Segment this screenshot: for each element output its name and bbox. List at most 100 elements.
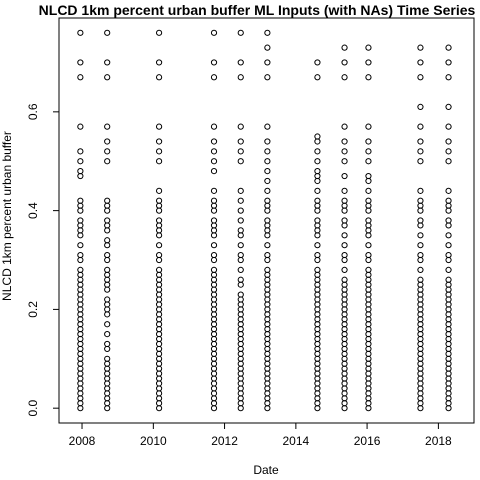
data-point (445, 291, 452, 298)
data-point (210, 375, 218, 382)
data-point (77, 350, 84, 357)
data-point (314, 301, 321, 308)
data-point (77, 330, 84, 338)
data-point (445, 217, 452, 224)
data-point (264, 321, 271, 328)
data-point (341, 251, 348, 259)
data-point (445, 197, 452, 204)
data-point (104, 286, 111, 293)
data-point (77, 365, 84, 372)
data-point (155, 380, 163, 387)
data-point (341, 281, 348, 288)
data-point (445, 281, 452, 288)
data-point (155, 227, 163, 234)
x-tick-label: 2010 (140, 434, 167, 448)
data-point (104, 340, 111, 348)
data-point (210, 385, 218, 392)
data-point (210, 345, 218, 353)
data-point (341, 330, 348, 338)
data-point (264, 138, 271, 145)
data-point (155, 251, 163, 259)
data-point (104, 266, 111, 273)
data-point (365, 227, 372, 234)
data-point (237, 276, 244, 283)
data-point (237, 350, 244, 357)
data-point (417, 345, 424, 353)
x-tick-label: 2016 (354, 434, 381, 448)
data-point (77, 405, 84, 412)
data-point (341, 148, 348, 155)
data-point (155, 385, 163, 392)
data-point (210, 335, 218, 343)
data-point (314, 370, 321, 377)
data-point (237, 355, 244, 362)
data-point (210, 148, 218, 155)
data-point (365, 385, 372, 392)
data-point (210, 311, 218, 318)
data-point (365, 296, 372, 303)
data-point (264, 74, 271, 81)
data-point (237, 385, 244, 392)
data-point (365, 281, 372, 288)
data-point (365, 365, 372, 372)
data-point (210, 400, 218, 407)
data-point (341, 360, 348, 367)
data-point (77, 375, 84, 382)
data-point (341, 365, 348, 372)
data-point (365, 321, 372, 328)
data-point (314, 385, 321, 392)
data-point (445, 256, 452, 264)
x-tick-label: 2008 (69, 434, 96, 448)
data-point (210, 306, 218, 313)
data-point (104, 222, 111, 229)
data-point (341, 291, 348, 298)
data-point (104, 227, 111, 234)
data-point (210, 405, 218, 412)
data-point (77, 311, 84, 318)
data-point (314, 266, 321, 273)
data-point (445, 242, 452, 249)
data-point (155, 306, 163, 313)
data-point (155, 355, 163, 362)
data-point (264, 187, 271, 194)
data-point (264, 232, 271, 239)
data-point (341, 222, 348, 229)
data-point (341, 286, 348, 293)
data-point (210, 74, 218, 81)
data-point (77, 197, 84, 204)
data-point (264, 355, 271, 362)
data-point (237, 405, 244, 412)
data-point (77, 326, 84, 333)
data-point (341, 197, 348, 204)
data-point (341, 385, 348, 392)
data-point (210, 330, 218, 338)
data-point (341, 311, 348, 318)
data-point (155, 301, 163, 308)
data-point (365, 202, 372, 209)
data-point (264, 375, 271, 382)
data-point (77, 360, 84, 367)
data-point (77, 345, 84, 353)
data-point (77, 158, 84, 165)
data-point (104, 385, 111, 392)
data-point (210, 202, 218, 209)
data-point (104, 380, 111, 387)
data-point (237, 380, 244, 387)
x-axis: 2008 2010 2012 2014 2016 2018 (69, 423, 452, 448)
data-point (417, 350, 424, 357)
data-point (445, 326, 452, 333)
data-point (104, 256, 111, 264)
data-point (365, 222, 372, 229)
data-point (264, 177, 271, 185)
data-point (365, 158, 372, 165)
data-point (264, 256, 271, 264)
data-point (341, 321, 348, 328)
data-point (314, 395, 321, 402)
data-point (314, 405, 321, 412)
data-point (237, 29, 244, 36)
data-point (314, 256, 321, 264)
data-point (445, 375, 452, 382)
data-point (314, 133, 321, 140)
data-point (445, 350, 452, 357)
data-point (417, 321, 424, 328)
